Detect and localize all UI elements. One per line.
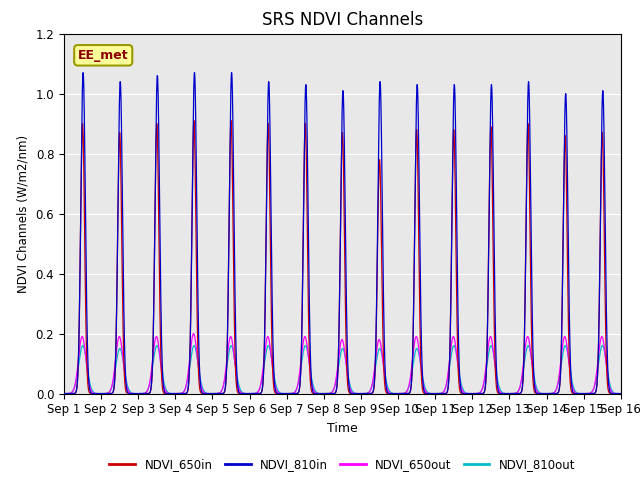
Y-axis label: NDVI Channels (W/m2/nm): NDVI Channels (W/m2/nm) — [17, 134, 30, 293]
NDVI_650in — [499, 391, 506, 396]
NDVI_650out — [617, 391, 625, 396]
NDVI_650in — [179, 391, 187, 396]
Line: NDVI_810out: NDVI_810out — [64, 346, 621, 394]
NDVI_650out — [179, 390, 187, 396]
NDVI_650out — [269, 365, 276, 371]
NDVI_650in — [269, 362, 276, 368]
NDVI_810out — [173, 391, 181, 396]
Title: SRS NDVI Channels: SRS NDVI Channels — [262, 11, 423, 29]
NDVI_650out — [189, 331, 197, 336]
NDVI_810in — [60, 391, 68, 396]
NDVI_650out — [419, 381, 427, 387]
NDVI_650in — [173, 391, 181, 396]
NDVI_810out — [615, 391, 623, 396]
NDVI_810out — [269, 361, 276, 367]
NDVI_650out — [60, 391, 68, 396]
NDVI_650in — [190, 118, 198, 123]
NDVI_810in — [499, 391, 506, 396]
NDVI_810in — [617, 391, 625, 396]
NDVI_810in — [179, 391, 187, 396]
NDVI_810in — [419, 384, 427, 389]
NDVI_650out — [615, 391, 623, 396]
NDVI_810out — [60, 391, 68, 396]
NDVI_650out — [499, 390, 506, 396]
Line: NDVI_650out: NDVI_650out — [64, 334, 621, 394]
NDVI_810in — [228, 70, 236, 75]
Line: NDVI_810in: NDVI_810in — [64, 72, 621, 394]
NDVI_810out — [419, 378, 427, 384]
NDVI_810out — [617, 391, 625, 396]
NDVI_810in — [615, 391, 623, 396]
NDVI_650in — [60, 391, 68, 396]
Legend: NDVI_650in, NDVI_810in, NDVI_650out, NDVI_810out: NDVI_650in, NDVI_810in, NDVI_650out, NDV… — [104, 454, 580, 476]
NDVI_810in — [173, 391, 181, 396]
Text: EE_met: EE_met — [78, 49, 129, 62]
NDVI_650in — [615, 391, 623, 396]
X-axis label: Time: Time — [327, 422, 358, 435]
NDVI_810in — [269, 317, 276, 323]
NDVI_810out — [499, 390, 506, 396]
NDVI_650in — [617, 391, 625, 396]
NDVI_650out — [173, 391, 181, 396]
NDVI_650in — [419, 389, 427, 395]
NDVI_810out — [179, 389, 187, 395]
Line: NDVI_650in: NDVI_650in — [64, 120, 621, 394]
NDVI_810out — [301, 343, 309, 348]
